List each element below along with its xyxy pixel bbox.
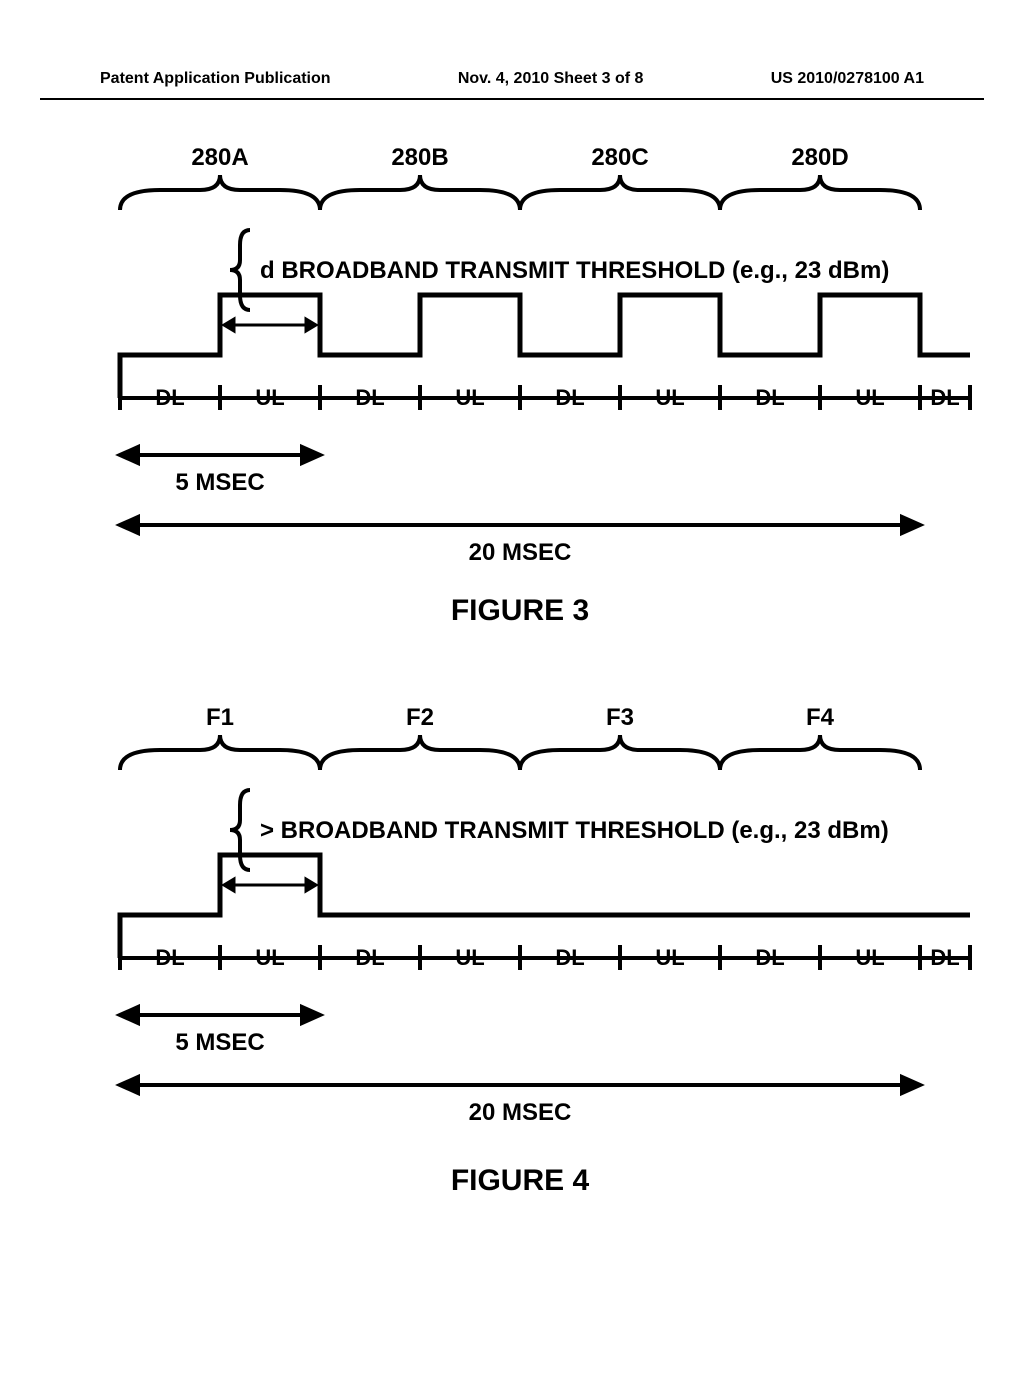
fig4-frame-a: F1: [206, 704, 234, 731]
fig3-slot-6: DL: [755, 385, 784, 410]
patent-header: Patent Application Publication Nov. 4, 2…: [40, 60, 984, 100]
fig3-frame-c: 280C: [591, 144, 648, 171]
fig3-slot-5: UL: [655, 385, 684, 410]
fig4-slot-0: DL: [155, 945, 184, 970]
fig3-slot-8: DL: [930, 385, 959, 410]
fig4-slot-3: UL: [455, 945, 484, 970]
fig3-5msec-arrow: [120, 447, 320, 463]
fig3-braces: [120, 175, 920, 210]
fig4-slot-8: DL: [930, 945, 959, 970]
fig4-slot-1: UL: [255, 945, 284, 970]
timing-diagrams-svg: 280A 280B 280C 280D d BROADBAND TRANSMIT…: [0, 100, 1024, 1250]
fig4-frame-d: F4: [806, 704, 835, 731]
fig4-gap-arrow: [224, 879, 316, 891]
fig3-frame-a: 280A: [191, 144, 248, 171]
fig4-frame-c: F3: [606, 704, 634, 731]
fig3-slot-0: DL: [155, 385, 184, 410]
fig3-axis-ticks: [120, 385, 970, 410]
fig3-frame-b: 280B: [391, 144, 448, 171]
fig4-20msec-label: 20 MSEC: [469, 1099, 572, 1126]
fig4-5msec-label: 5 MSEC: [175, 1029, 264, 1056]
fig3-20msec-label: 20 MSEC: [469, 539, 572, 566]
figure-3-group: 280A 280B 280C 280D d BROADBAND TRANSMIT…: [120, 144, 970, 627]
fig4-5msec-arrow: [120, 1007, 320, 1023]
header-right: US 2010/0278100 A1: [771, 70, 924, 88]
fig4-slot-6: DL: [755, 945, 784, 970]
fig4-slot-4: DL: [555, 945, 584, 970]
fig4-axis-ticks: [120, 945, 970, 970]
fig3-threshold-label: d BROADBAND TRANSMIT THRESHOLD (e.g., 23…: [260, 257, 889, 284]
fig4-braces: [120, 735, 920, 770]
fig3-slot-2: DL: [355, 385, 384, 410]
fig3-20msec-arrow: [120, 517, 920, 533]
fig3-frame-d: 280D: [791, 144, 848, 171]
fig3-slot-4: DL: [555, 385, 584, 410]
figures-container: 280A 280B 280C 280D d BROADBAND TRANSMIT…: [0, 100, 1024, 1250]
header-left: Patent Application Publication: [100, 70, 331, 88]
fig3-gap-arrow: [224, 319, 316, 331]
fig4-frame-b: F2: [406, 704, 434, 731]
fig4-slot-7: UL: [855, 945, 884, 970]
header-center: Nov. 4, 2010 Sheet 3 of 8: [458, 70, 644, 88]
fig4-title: FIGURE 4: [451, 1164, 590, 1197]
figure-4-group: F1 F2 F3 F4 > BROADBAND TRANSMIT THRESHO…: [120, 704, 970, 1197]
fig3-slot-1: UL: [255, 385, 284, 410]
fig3-5msec-label: 5 MSEC: [175, 469, 264, 496]
fig3-slot-3: UL: [455, 385, 484, 410]
fig4-slot-2: DL: [355, 945, 384, 970]
fig4-20msec-arrow: [120, 1077, 920, 1093]
fig4-slot-5: UL: [655, 945, 684, 970]
fig3-slot-7: UL: [855, 385, 884, 410]
fig3-title: FIGURE 3: [451, 594, 589, 627]
fig4-threshold-label: > BROADBAND TRANSMIT THRESHOLD (e.g., 23…: [260, 817, 889, 844]
